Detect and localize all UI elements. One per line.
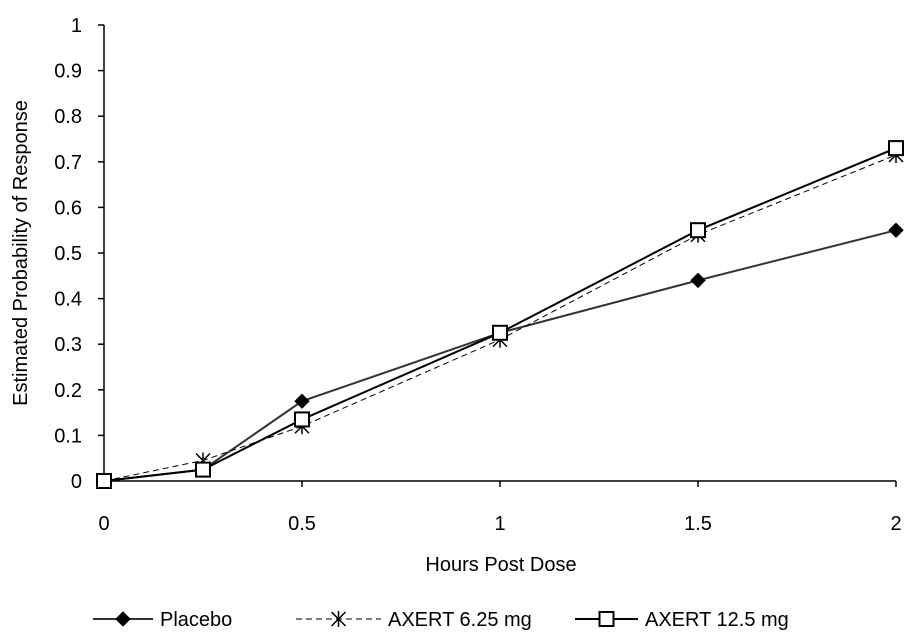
data-point: [294, 411, 310, 428]
y-tick-label: 0.5: [54, 243, 82, 265]
y-tick-label: 1: [71, 15, 82, 37]
legend-item: AXERT 12.5 mg: [575, 609, 789, 631]
series-line: [103, 154, 897, 482]
data-point: [195, 461, 211, 478]
legend-marker: [598, 611, 615, 627]
y-tick-label: 0.9: [54, 61, 82, 83]
x-tick-label: 2: [890, 513, 901, 535]
y-tick-label: 0.1: [54, 425, 82, 447]
series-line: [103, 147, 897, 482]
x-tick-label: 1: [494, 513, 505, 535]
y-tick-label: 0.4: [54, 289, 82, 311]
series-placebo: [96, 222, 904, 489]
chart-legend: Placebo AXERT 6.25 mg AXERT 12.5 mg: [93, 609, 789, 631]
series-line: [103, 229, 897, 482]
y-tick-label: 0.7: [54, 152, 82, 174]
chart-series: [96, 140, 904, 489]
data-point: [690, 272, 706, 289]
legend-label: AXERT 12.5 mg: [645, 609, 789, 631]
chart-axes: [103, 25, 896, 482]
x-tick-label: 1.5: [684, 513, 712, 535]
y-tick-label: 0.2: [54, 380, 82, 402]
x-tick-label: 0: [98, 513, 109, 535]
y-tick-label: 0.6: [54, 197, 82, 219]
legend-item: Placebo: [93, 609, 232, 631]
series-axert-6-25-mg: [96, 146, 904, 489]
data-point: [888, 222, 904, 238]
data-point: [888, 140, 904, 157]
x-tick-label: 0.5: [288, 513, 316, 535]
legend-marker: [330, 611, 347, 627]
y-axis-title: Estimated Probability of Response: [10, 100, 32, 406]
legend-item: AXERT 6.25 mg: [296, 609, 532, 631]
data-point: [492, 324, 508, 341]
y-axis-ticks: 0 0.1 0.2 0.3 0.4 0.5 0.6 0.7 0.8 0.9 1: [54, 15, 104, 493]
legend-label: Placebo: [160, 609, 232, 631]
legend-marker: [115, 611, 131, 627]
y-tick-label: 0.8: [54, 106, 82, 128]
data-point: [96, 473, 112, 489]
x-axis-title: Hours Post Dose: [425, 554, 576, 576]
data-point: [294, 393, 310, 409]
x-axis-ticks: 0 0.5 1 1.5 2: [98, 481, 902, 535]
series-axert-12-5-mg: [96, 140, 904, 489]
y-tick-label: 0: [71, 471, 82, 493]
data-point: [690, 222, 706, 239]
y-tick-label: 0.3: [54, 334, 82, 356]
legend-label: AXERT 6.25 mg: [388, 609, 532, 631]
